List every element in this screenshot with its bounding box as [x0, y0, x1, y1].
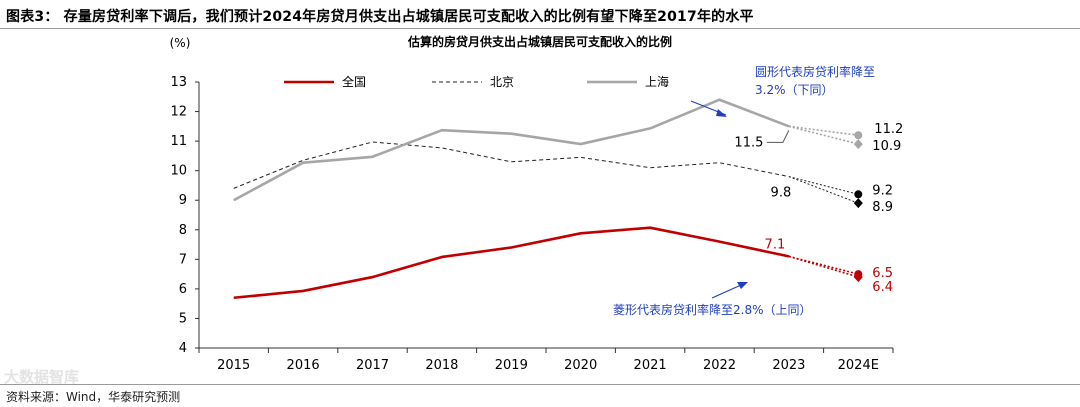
- legend: 全国 北京 上海: [284, 74, 669, 89]
- annotations: 圆形代表房贷利率降至 3.2%（下同） 菱形代表房贷利率降至2.8%（上同）: [613, 64, 875, 317]
- data-label-national-2023: 7.1: [765, 237, 786, 252]
- x-tick-label: 2021: [634, 358, 667, 373]
- chart-title: 估算的房贷月供支出占城镇居民可支配收入的比例: [407, 34, 672, 49]
- annotation-circle-arrowhead: [716, 109, 727, 117]
- projection-line-shanghai: [788, 125, 859, 136]
- y-tick-label: 4: [179, 341, 187, 356]
- y-tick-label: 6: [179, 282, 187, 297]
- annotation-diamond-arrow: [711, 284, 742, 299]
- data-label-national-circle: 6.5: [872, 266, 893, 281]
- y-tick-label: 9: [179, 193, 187, 208]
- x-tick-label: 2015: [217, 358, 250, 373]
- y-tick-label: 8: [179, 223, 187, 238]
- x-tick-label: 2024E: [838, 358, 879, 373]
- data-labels: 7.1 9.8 11.5 6.56.4 9.2 8.9 11.2 10.9: [734, 122, 903, 295]
- x-tick-label: 2023: [772, 358, 805, 373]
- projection-line-shanghai: [788, 125, 859, 145]
- source-divider: [0, 384, 1080, 385]
- data-label-national-diamond: 6.4: [872, 280, 893, 295]
- line-chart: 估算的房贷月供支出占城镇居民可支配收入的比例 (%) 4 5 6 7 8 9 10 11 12 1…: [170, 34, 904, 373]
- series: [233, 98, 859, 300]
- x-tick-label: 2020: [564, 358, 597, 373]
- diamond-marker-shanghai: [853, 139, 863, 150]
- series-line-beijing: [233, 141, 789, 189]
- annotation-diamond-line1: 菱形代表房贷利率降至2.8%（上同）: [613, 302, 812, 317]
- legend-label: 全国: [342, 74, 366, 89]
- y-tick-label: 11: [170, 134, 187, 149]
- y-tick-label: 10: [170, 164, 187, 179]
- projection-line-beijing: [788, 176, 859, 195]
- figure-title: 图表3： 存量房贷利率下调后，我们预计2024年房贷月供支出占城镇居民可支配收入…: [6, 9, 754, 25]
- x-tick-label: 2022: [703, 358, 736, 373]
- annotation-diamond-arrowhead: [737, 282, 748, 289]
- diamond-marker-national: [853, 272, 863, 283]
- watermark-text: 大数据智库: [4, 368, 80, 386]
- x-tick-label: 2016: [287, 358, 320, 373]
- projection-line-beijing: [788, 176, 859, 204]
- circle-marker-shanghai: [854, 131, 863, 140]
- y-axis-unit: (%): [170, 36, 191, 50]
- axes: 4 5 6 7 8 9 10 11 12 13 2015 2016 2017 2018 2019 2020 20…: [170, 75, 894, 373]
- x-tick-label: 2018: [425, 358, 458, 373]
- data-label-beijing-circle: 9.2: [872, 183, 893, 198]
- title-divider: [0, 28, 1080, 29]
- circle-marker-beijing: [854, 190, 863, 199]
- y-tick-label: 13: [170, 75, 187, 90]
- legend-label: 北京: [490, 75, 514, 89]
- legend-label: 上海: [645, 74, 669, 89]
- data-label-shanghai-diamond: 10.9: [872, 139, 901, 154]
- projection-line-national: [788, 255, 859, 278]
- data-label-shanghai-circle: 11.2: [874, 122, 903, 137]
- projection-markers: [853, 131, 863, 283]
- annotation-circle-line2: 3.2%（下同）: [755, 83, 834, 97]
- x-tick-label: 2017: [356, 358, 389, 373]
- leader-line: [766, 130, 790, 143]
- x-tick-label: 2019: [495, 358, 528, 373]
- data-label-beijing-2023: 9.8: [771, 186, 792, 201]
- projection-line-national: [788, 255, 859, 275]
- series-line-shanghai: [233, 98, 790, 202]
- data-label-beijing-diamond: 8.9: [872, 200, 893, 215]
- series-line-national: [233, 226, 790, 300]
- source-note: 资料来源：Wind，华泰研究预测: [6, 390, 181, 404]
- diamond-marker-beijing: [853, 198, 863, 209]
- y-tick-label: 12: [170, 105, 187, 120]
- annotation-circle-line1: 圆形代表房贷利率降至: [755, 64, 875, 79]
- data-label-shanghai-2023: 11.5: [734, 135, 763, 150]
- y-tick-label: 5: [179, 311, 187, 326]
- y-tick-label: 7: [179, 252, 187, 267]
